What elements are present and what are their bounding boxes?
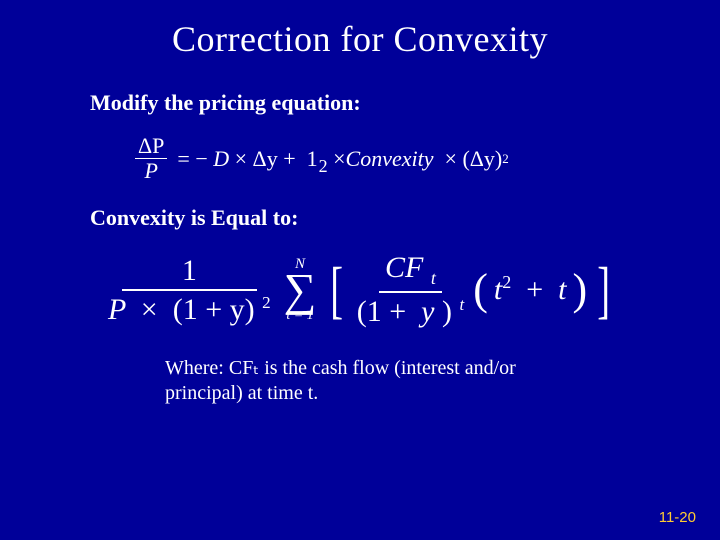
sigma-icon: ∑ — [284, 272, 317, 309]
sup-2: 2 — [502, 151, 509, 167]
var-CF: CF — [385, 251, 423, 284]
frac-den: P — [141, 159, 160, 183]
equals-sign: = — [177, 146, 189, 172]
sup-t: t — [459, 295, 464, 314]
slide-title: Correction for Convexity — [0, 0, 720, 60]
frac-dp-p: ΔP P — [135, 134, 167, 183]
where-note: Where: CFₜ is the cash flow (interest an… — [165, 356, 585, 406]
times-sign: × — [333, 146, 345, 172]
var-P: P — [108, 293, 126, 326]
sup-2: 2 — [262, 293, 271, 312]
half-one: 1 — [307, 146, 318, 172]
sub-t: t — [431, 268, 436, 288]
plus-sign: + — [526, 273, 543, 306]
sum-lower-limit: t = 1 — [286, 309, 313, 323]
var-t: t — [494, 273, 502, 306]
times-sign: × — [235, 146, 247, 172]
section-convexity-equal: Convexity is Equal to: — [90, 205, 720, 231]
big-rparen: ) — [572, 272, 587, 307]
big-lparen: ( — [473, 272, 488, 307]
lparen: ( — [462, 146, 469, 172]
half-two: 2 — [319, 156, 328, 177]
plus-sign: + — [283, 146, 295, 172]
one-plus-y: (1 + y) — [173, 293, 255, 326]
equation-convexity: 1 P × (1 + y) 2 N ∑ t = 1 [ CF t (1 + y … — [105, 251, 720, 328]
times-sign: × — [141, 293, 158, 326]
fracL-den: P × (1 + y) 2 — [105, 291, 274, 326]
rparen: ) — [442, 295, 452, 328]
slide-number: 11-20 — [659, 509, 696, 526]
minus-sign: − — [195, 146, 207, 172]
fracR-den: (1 + y ) t — [354, 293, 467, 328]
left-bracket: [ — [331, 264, 344, 315]
one-half: 1 2 — [307, 146, 328, 172]
fracL-num: 1 — [122, 254, 257, 291]
sup-2: 2 — [502, 272, 511, 292]
section-modify-pricing: Modify the pricing equation: — [90, 90, 720, 116]
rparen: ) — [495, 146, 502, 172]
var-D: D — [213, 146, 229, 172]
t-squared-plus-t: t2 + t — [494, 272, 567, 307]
var-convexity: Convexity — [346, 146, 434, 172]
frac-num: ΔP — [135, 134, 167, 159]
var-y: y — [421, 295, 434, 328]
frac-cf: CF t (1 + y ) t — [354, 251, 467, 328]
right-bracket: ] — [597, 264, 610, 315]
summation: N ∑ t = 1 — [284, 257, 317, 323]
times-sign: × — [445, 146, 457, 172]
fracR-num: CF t — [379, 251, 442, 293]
var-t: t — [558, 273, 566, 306]
var-delta-y: Δy — [470, 146, 495, 172]
var-delta-y: Δy — [253, 146, 278, 172]
frac-one-over-p: 1 P × (1 + y) 2 — [105, 254, 274, 326]
equation-price-change: ΔP P = − D × Δy + 1 2 × Convexity × ( Δy… — [135, 134, 720, 183]
one-plus: (1 + — [357, 295, 406, 328]
equation-rhs: = − D × Δy + 1 2 × Convexity × ( Δy ) 2 — [177, 146, 508, 172]
